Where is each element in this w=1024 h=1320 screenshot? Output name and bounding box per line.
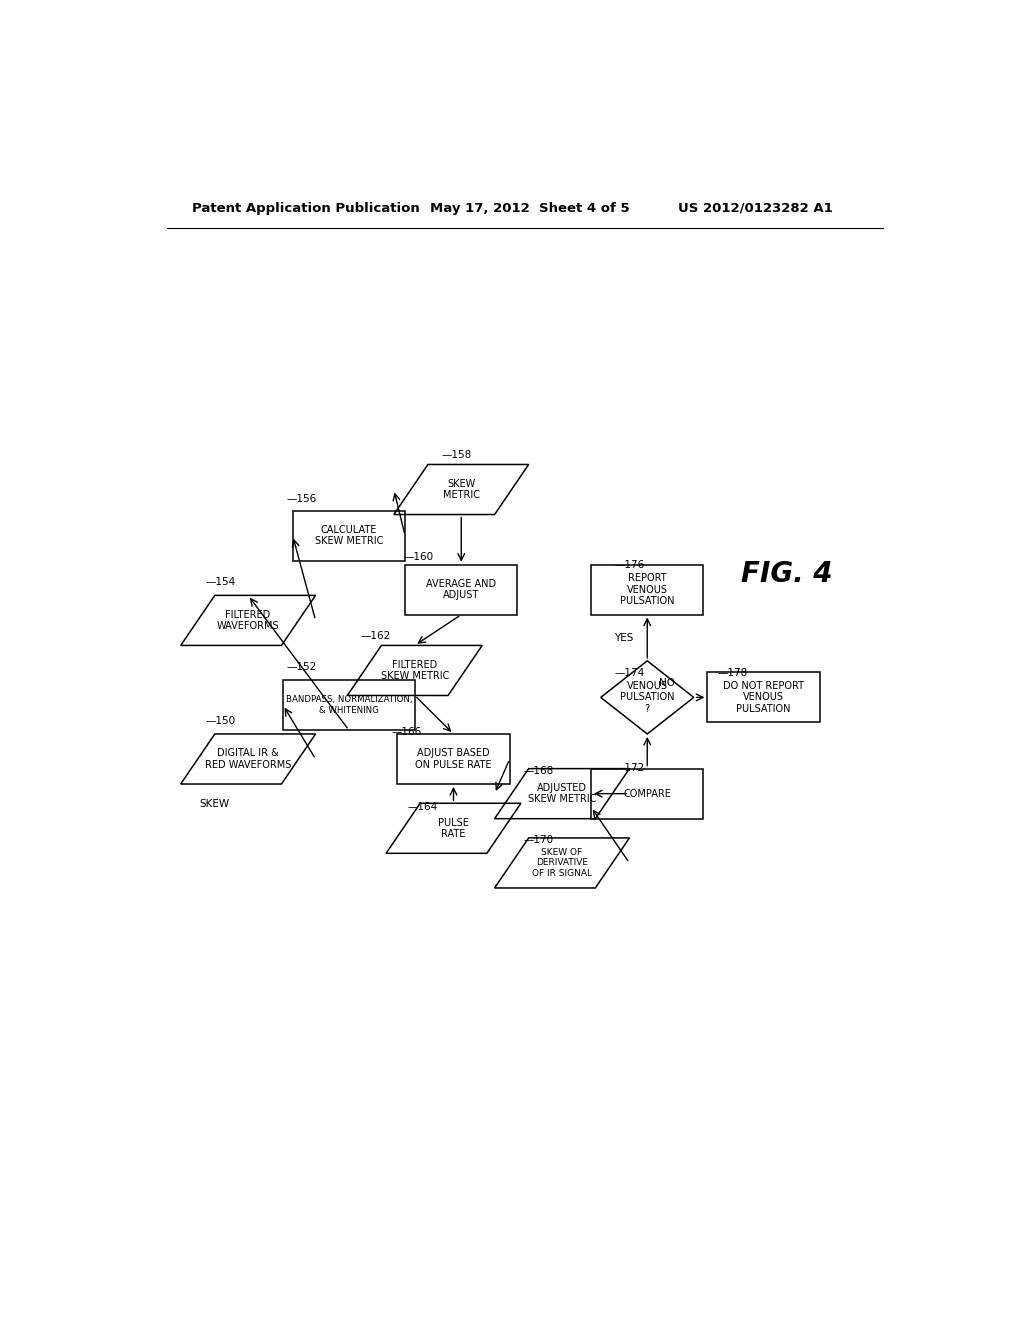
Bar	[293, 511, 406, 561]
Text: COMPARE: COMPARE	[624, 788, 671, 799]
Bar	[283, 680, 415, 730]
Text: —166: —166	[391, 727, 422, 737]
Text: DIGITAL IR &
RED WAVEFORMS: DIGITAL IR & RED WAVEFORMS	[205, 748, 291, 770]
Text: FIG. 4: FIG. 4	[741, 560, 833, 589]
Text: YES: YES	[614, 632, 633, 643]
Text: —164: —164	[407, 801, 437, 812]
Text: SKEW OF
DERIVATIVE
OF IR SIGNAL: SKEW OF DERIVATIVE OF IR SIGNAL	[532, 847, 592, 878]
Text: Patent Application Publication: Patent Application Publication	[191, 202, 419, 215]
Text: AVERAGE AND
ADJUST: AVERAGE AND ADJUST	[426, 578, 497, 601]
Text: PULSE
RATE: PULSE RATE	[438, 817, 469, 840]
Bar	[708, 672, 819, 722]
Text: —158: —158	[442, 450, 472, 459]
Text: FILTERED
SKEW METRIC: FILTERED SKEW METRIC	[381, 660, 449, 681]
Text: —176: —176	[614, 560, 645, 570]
Text: FILTERED
WAVEFORMS: FILTERED WAVEFORMS	[217, 610, 280, 631]
Text: —178: —178	[717, 668, 748, 677]
Text: —168: —168	[523, 766, 554, 776]
Text: BANDPASS, NORMALIZATION,
& WHITENING: BANDPASS, NORMALIZATION, & WHITENING	[286, 696, 412, 715]
Bar	[591, 565, 703, 615]
Text: DO NOT REPORT
VENOUS
PULSATION: DO NOT REPORT VENOUS PULSATION	[723, 681, 804, 714]
Text: VENOUS
PULSATION
?: VENOUS PULSATION ?	[620, 681, 675, 714]
Text: ADJUST BASED
ON PULSE RATE: ADJUST BASED ON PULSE RATE	[416, 748, 492, 770]
Text: —150: —150	[206, 715, 236, 726]
Text: ADJUSTED
SKEW METRIC: ADJUSTED SKEW METRIC	[527, 783, 596, 804]
Text: —160: —160	[403, 552, 433, 562]
Text: REPORT
VENOUS
PULSATION: REPORT VENOUS PULSATION	[620, 573, 675, 606]
Text: —156: —156	[287, 494, 317, 504]
Text: May 17, 2012  Sheet 4 of 5: May 17, 2012 Sheet 4 of 5	[430, 202, 630, 215]
Text: —162: —162	[360, 631, 391, 640]
Text: —170: —170	[523, 834, 553, 845]
Text: US 2012/0123282 A1: US 2012/0123282 A1	[678, 202, 833, 215]
Text: —152: —152	[287, 661, 317, 672]
Text: CALCULATE
SKEW METRIC: CALCULATE SKEW METRIC	[314, 525, 383, 546]
Text: —154: —154	[206, 577, 236, 587]
Text: SKEW
METRIC: SKEW METRIC	[442, 479, 480, 500]
Text: —174: —174	[614, 668, 645, 677]
Text: SKEW: SKEW	[200, 799, 229, 809]
Bar	[397, 734, 510, 784]
Text: —172: —172	[614, 763, 645, 774]
Bar	[406, 565, 517, 615]
Bar	[591, 768, 703, 818]
Text: NO: NO	[658, 678, 675, 688]
